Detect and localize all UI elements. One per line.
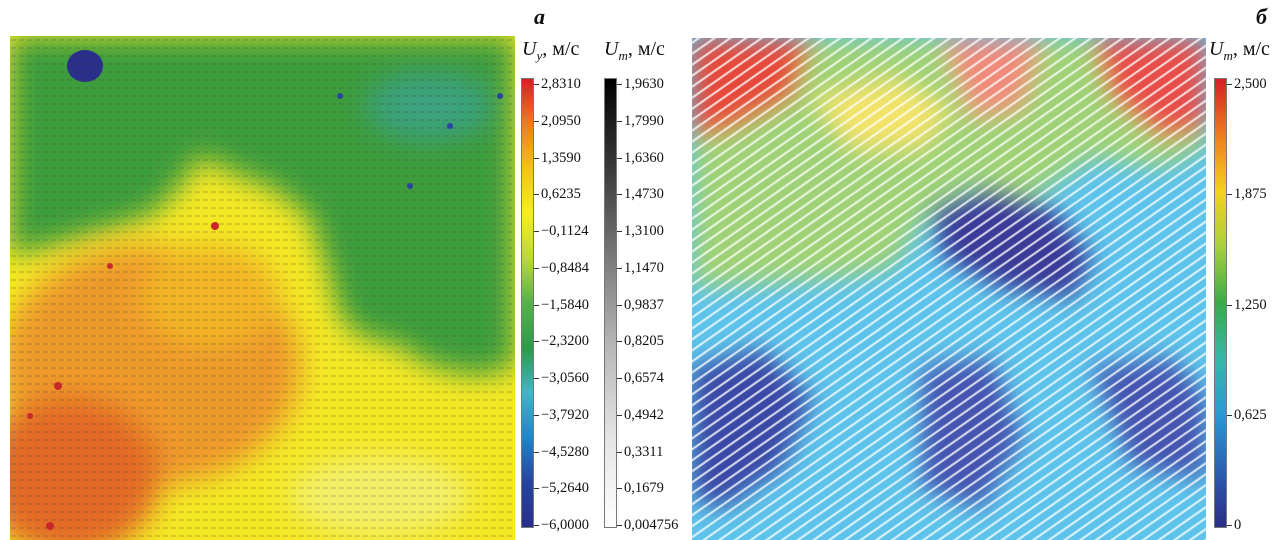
colorbar-tick-label: 1,875 [1227, 186, 1267, 203]
colorbar-tick-label: 0 [1226, 517, 1242, 533]
um-colorbar-a [604, 78, 617, 528]
colorbar-tick-label: −3,7920 [533, 406, 590, 423]
colorbar-tick-label: −1,5840 [533, 296, 590, 313]
colorbar-tick-label: −5,2640 [533, 480, 590, 497]
colorbar-tick-label: 1,4730 [617, 186, 664, 203]
colorbar-tick-label: 1,3590 [534, 149, 581, 166]
um-colorbar-title-a: Um, м/с [604, 38, 665, 63]
panel-b-vector-field [692, 38, 1206, 540]
colorbar-tick-label: −0,8484 [533, 259, 590, 276]
colorbar-tick-label: 0,3311 [616, 443, 664, 460]
colorbar-tick-label: 1,6360 [617, 149, 664, 166]
colorbar-tick-label: 0,6574 [617, 370, 664, 386]
panel-a-vector-field [10, 36, 515, 540]
uy-colorbar-title: Uy, м/с [522, 38, 580, 63]
um-colorbar-b [1214, 78, 1227, 528]
colorbar-tick-label: 0,4942 [617, 406, 664, 423]
colorbar-tick-label: 0,1679 [617, 480, 664, 497]
colorbar-tick-label: 0,004756 [616, 517, 679, 533]
colorbar-tick-label: 0,8205 [617, 333, 664, 350]
colorbar-tick-label: 0,6235 [534, 186, 581, 203]
colorbar-tick-label: 1,7990 [617, 112, 664, 129]
colorbar-tick-label: 1,9630 [617, 76, 664, 92]
colorbar-tick-label: 2,500 [1227, 76, 1267, 92]
colorbar-tick-label: −0,1124 [534, 223, 589, 239]
colorbar-tick-label: −6,0000 [533, 517, 590, 533]
colorbar-tick-label: −2,3200 [533, 333, 590, 350]
colorbar-tick-label: −3,0560 [533, 370, 590, 386]
colorbar-tick-label: 0,625 [1227, 406, 1267, 423]
colorbar-tick-label: 1,250 [1227, 296, 1267, 313]
um-colorbar-title-b: Um, м/с [1209, 38, 1270, 63]
colorbar-tick-label: 1,3100 [617, 223, 664, 239]
colorbar-tick-label: 2,8310 [534, 76, 581, 92]
colorbar-tick-label: −4,5280 [533, 443, 590, 460]
panel-a-letter: а [534, 4, 545, 29]
uy-colorbar [521, 78, 534, 528]
panel-b-letter: б [1256, 4, 1267, 29]
colorbar-tick-label: 0,9837 [617, 296, 664, 313]
colorbar-tick-label: 2,0950 [534, 112, 581, 129]
colorbar-tick-label: 1,1470 [617, 259, 664, 276]
